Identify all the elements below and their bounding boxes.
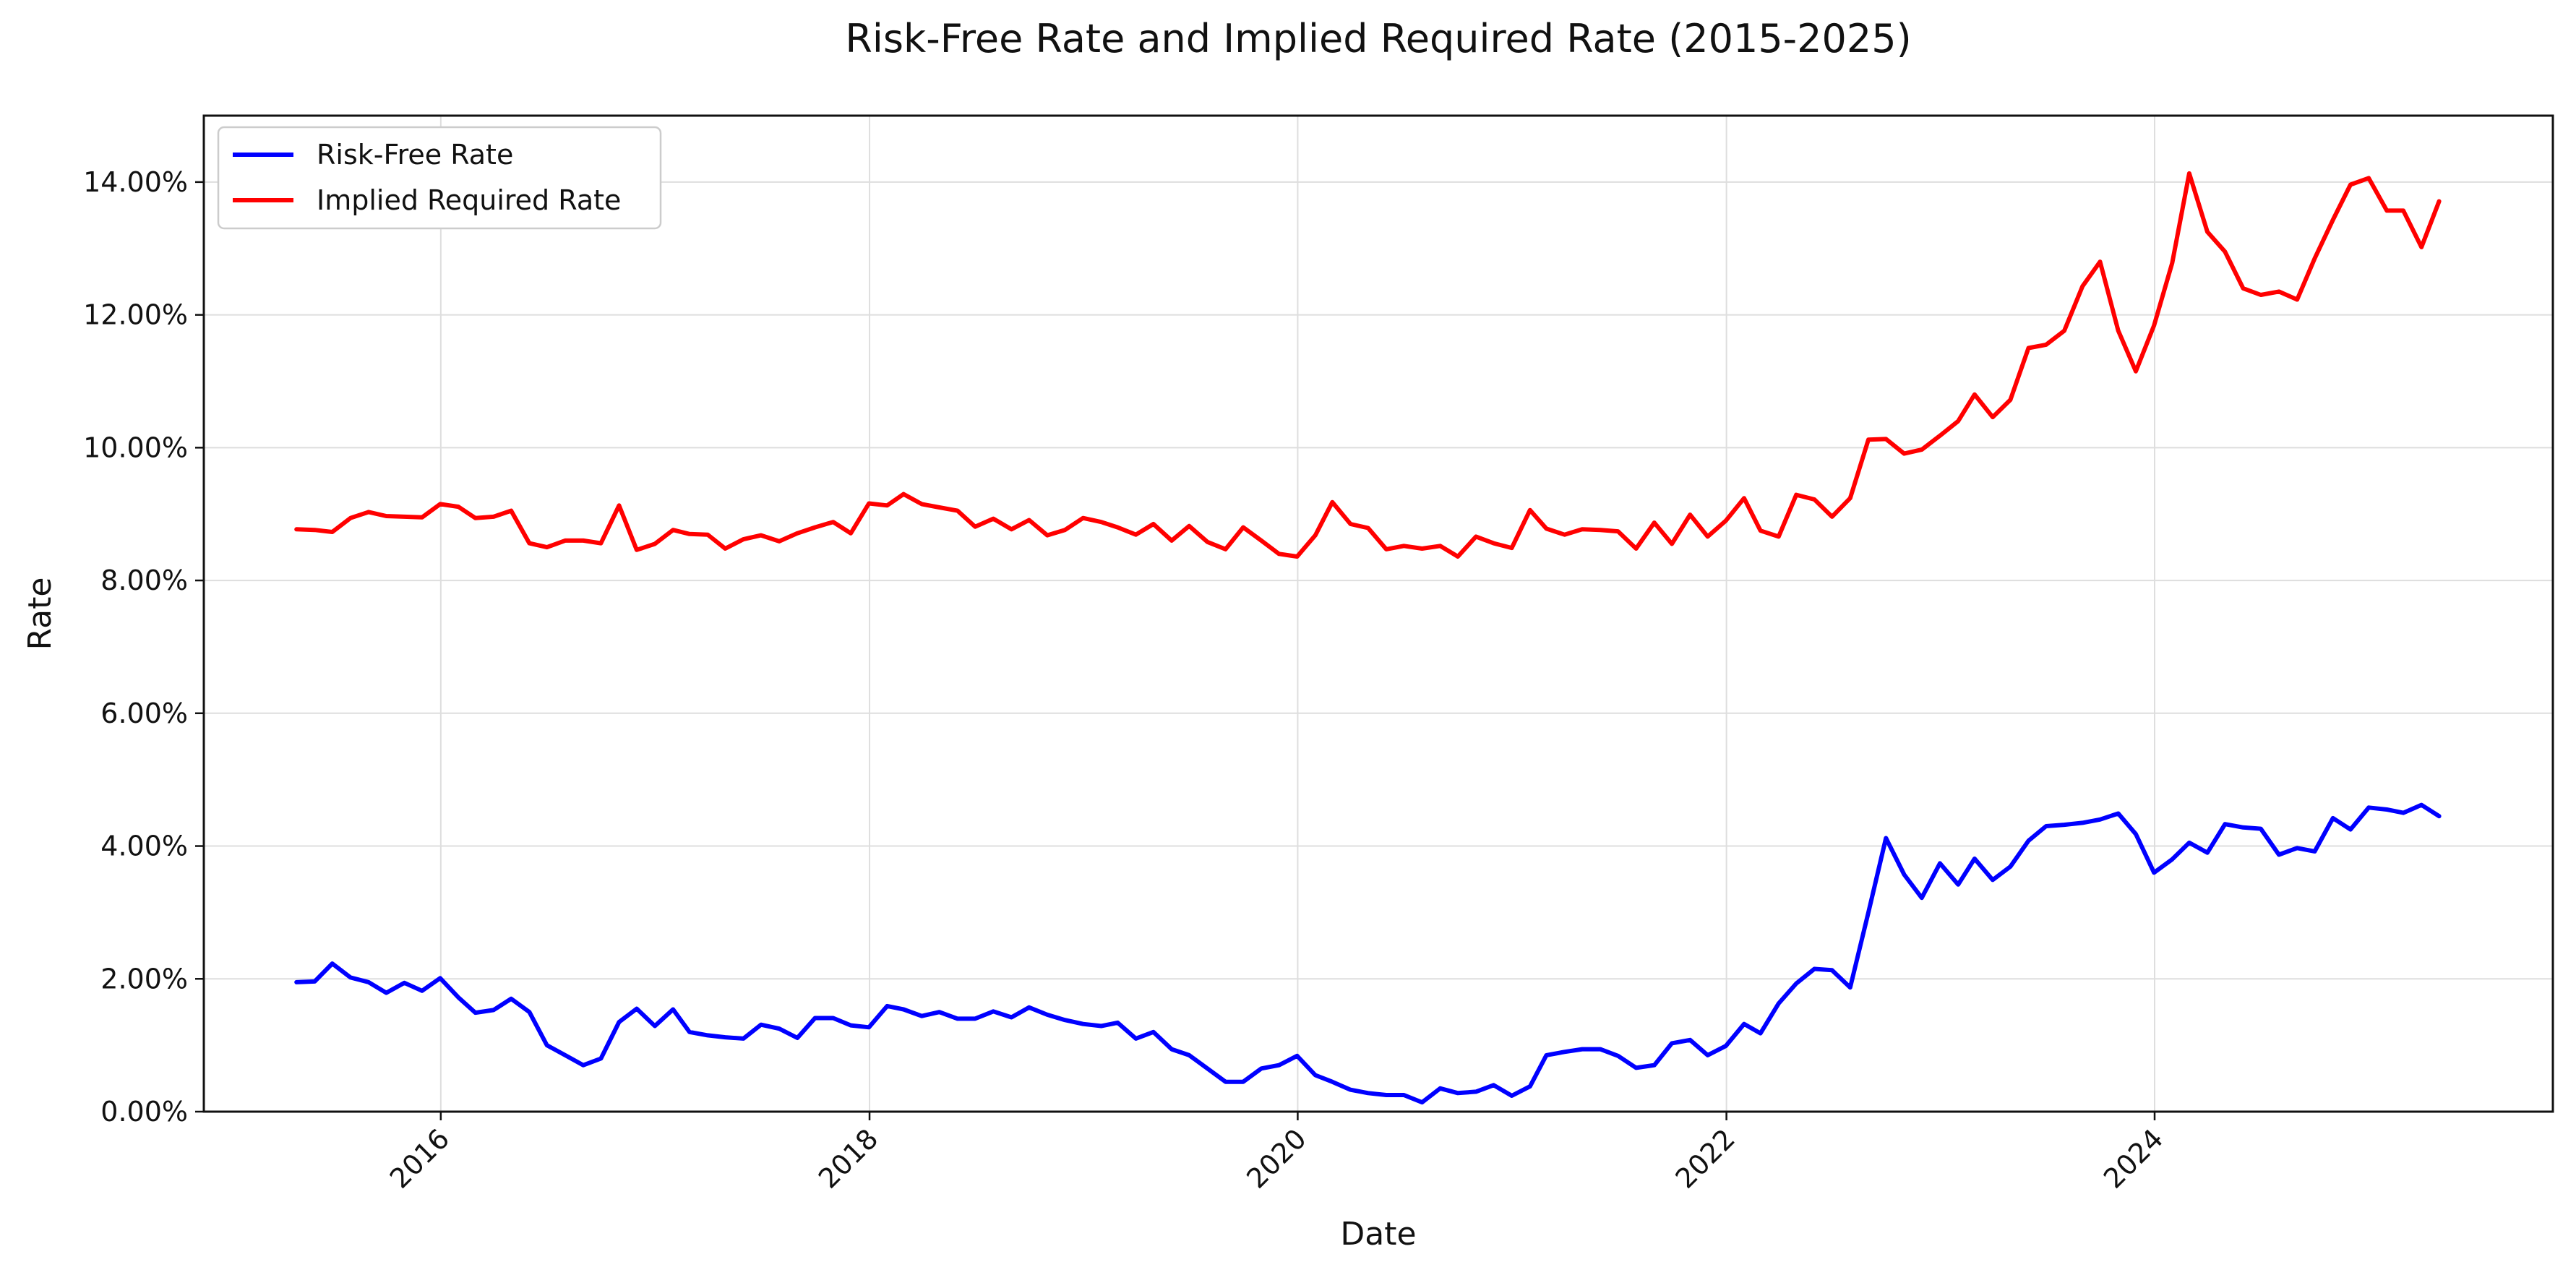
y-tick-label: 2.00% <box>100 963 188 995</box>
legend-label-implied-required-rate: Implied Required Rate <box>317 184 621 216</box>
x-axis-label: Date <box>1340 1216 1416 1253</box>
series-line-implied-required-rate <box>294 171 2442 559</box>
series-group <box>294 171 2442 1105</box>
y-tick-label: 10.00% <box>83 432 188 463</box>
plot-frame <box>202 114 2554 1113</box>
y-tick-label: 4.00% <box>100 830 188 862</box>
y-tick-label: 6.00% <box>100 697 188 729</box>
y-tick-label: 12.00% <box>83 299 188 331</box>
y-axis-ticks: 0.00% 2.00% 4.00% 6.00% 8.00% 10.00% 12.00% 14.… <box>83 166 204 1128</box>
y-tick-label: 8.00% <box>100 564 188 596</box>
y-axis-label: Rate <box>22 578 59 651</box>
series-line-risk-free-rate <box>294 802 2442 1105</box>
legend-label-risk-free-rate: Risk-Free Rate <box>317 139 513 171</box>
y-tick-label: 0.00% <box>100 1096 188 1128</box>
chart-title: Risk-Free Rate and Implied Required Rate… <box>845 16 1911 61</box>
legend: Risk-Free Rate Implied Required Rate <box>217 126 662 230</box>
y-tick-label: 14.00% <box>83 166 188 198</box>
legend-box <box>217 126 662 230</box>
